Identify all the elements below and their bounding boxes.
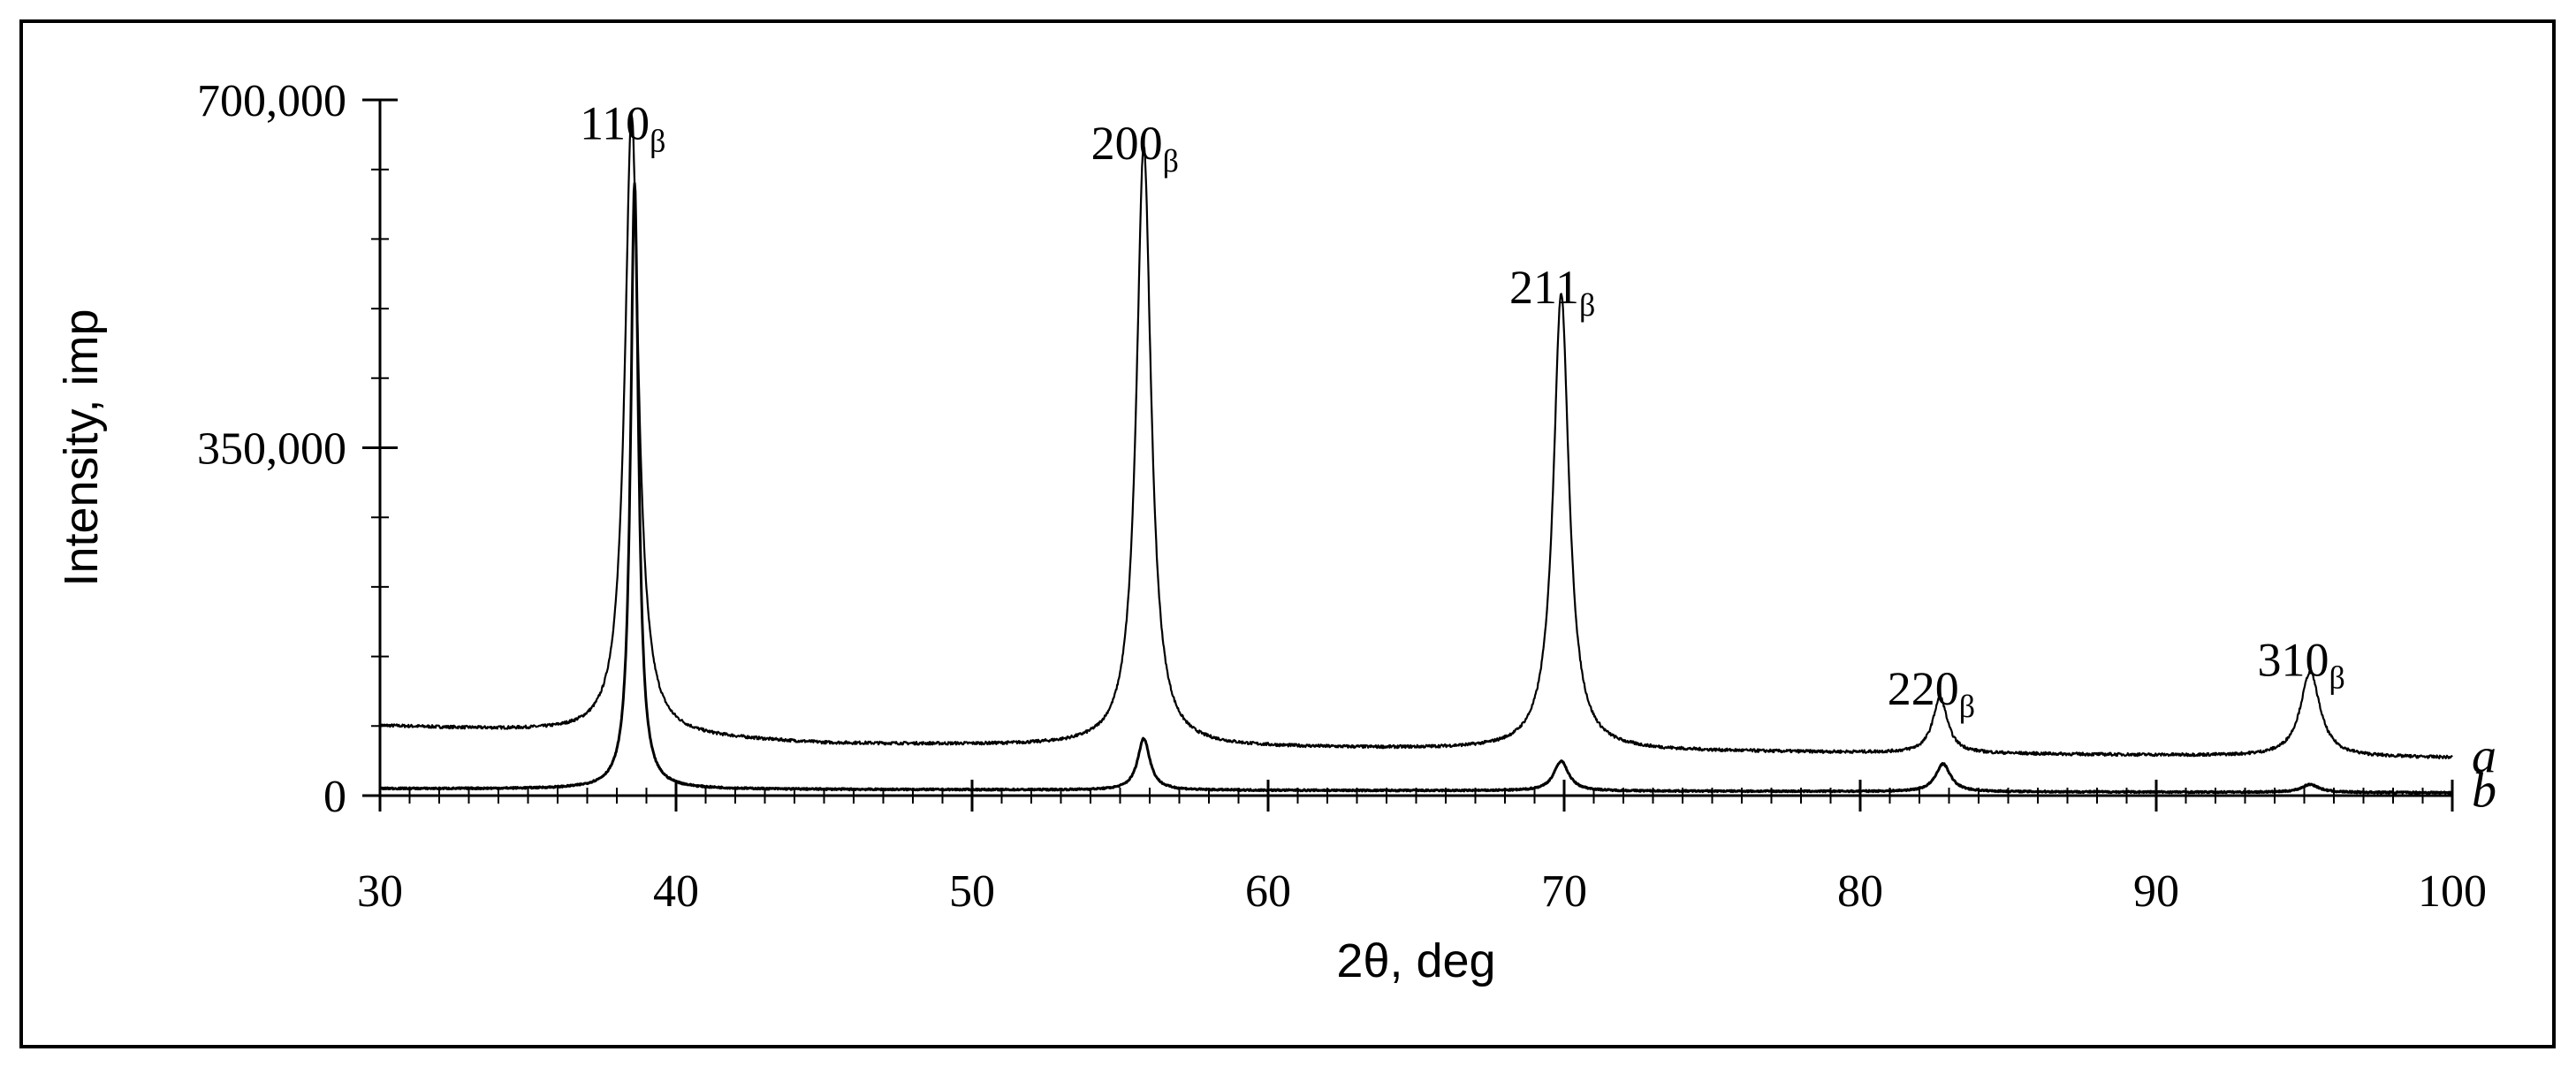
y-tick-label: 350,000	[197, 424, 346, 475]
x-tick-label: 40	[653, 866, 699, 917]
x-tick-label: 30	[357, 866, 403, 917]
x-axis-title: 2θ, deg	[1336, 934, 1495, 987]
x-tick-label: 70	[1541, 866, 1587, 917]
peak-label: 220β	[1888, 662, 1975, 724]
y-axis-title: Intensity, imp	[55, 309, 108, 586]
series-b-label: b	[2472, 764, 2496, 819]
series-a-line	[378, 114, 2453, 759]
axes: 30 40 50 60 70 80 90 100 0 350,000 700,000	[197, 76, 2487, 917]
series-a-label: a	[2472, 728, 2496, 783]
y-tick-label: 700,000	[197, 76, 346, 126]
peak-label: 211β	[1509, 261, 1595, 323]
peak-label: 310β	[2258, 633, 2345, 695]
x-tick-label: 90	[2133, 866, 2179, 917]
x-tick-label: 60	[1245, 866, 1291, 917]
series-b-line	[378, 181, 2454, 795]
peak-label: 200β	[1091, 117, 1179, 179]
x-tick-label: 80	[1837, 866, 1883, 917]
peak-annotations: 110β 200β 211β 220β 310β	[580, 96, 2345, 724]
x-tick-label: 100	[2418, 866, 2487, 917]
figure-frame	[19, 19, 2556, 1048]
series-group: ab	[378, 114, 2496, 819]
x-tick-label: 50	[949, 866, 995, 917]
y-tick-label: 0	[323, 772, 346, 822]
peak-label: 110β	[580, 96, 665, 158]
